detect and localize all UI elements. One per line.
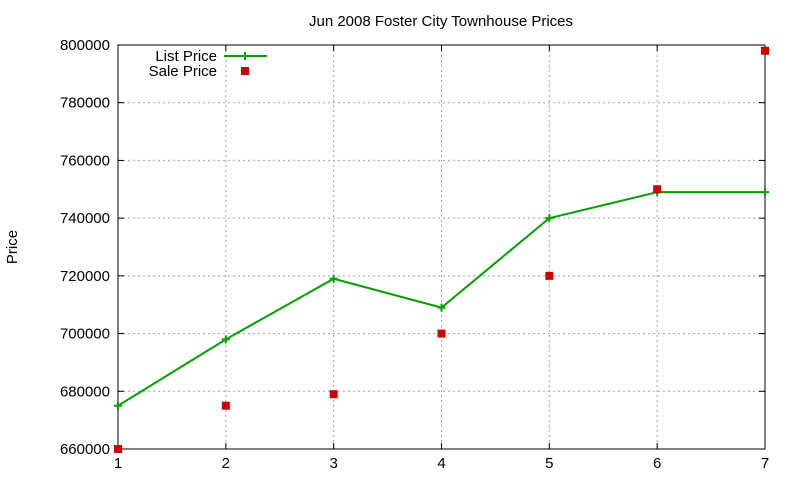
- y-tick-label: 660000: [60, 441, 110, 458]
- legend-marker-sale-price: [241, 67, 249, 75]
- y-tick-label: 720000: [60, 268, 110, 285]
- y-tick-label: 680000: [60, 383, 110, 400]
- legend-label-list-price: List Price: [155, 48, 217, 65]
- series-layer: [114, 46, 769, 453]
- sale-price-point: [329, 390, 338, 399]
- y-tick-label: 780000: [60, 95, 110, 112]
- y-tick-label: 740000: [60, 210, 110, 227]
- sale-price-point: [545, 271, 554, 280]
- plot-frame: [117, 44, 766, 450]
- list-price-point: [221, 335, 230, 344]
- sale-price-point: [114, 445, 122, 453]
- x-tick-label: 5: [545, 455, 553, 472]
- sale-price-point: [653, 185, 662, 194]
- y-axis-label: Price: [4, 230, 21, 264]
- x-tick-label: 4: [437, 455, 445, 472]
- legend-label-sale-price: Sale Price: [149, 63, 217, 80]
- axis-ticks: 6600006800007000007200007400007600007800…: [60, 37, 769, 472]
- sale-price-point: [437, 329, 446, 338]
- x-tick-label: 6: [653, 455, 661, 472]
- x-tick-label: 3: [329, 455, 337, 472]
- y-tick-label: 700000: [60, 326, 110, 343]
- list-price-point: [329, 274, 338, 283]
- series-line-list-price: [117, 191, 765, 407]
- sale-price-point: [221, 401, 230, 410]
- list-price-point: [114, 401, 122, 410]
- y-tick-label: 760000: [60, 152, 110, 169]
- x-tick-label: 7: [761, 455, 769, 472]
- legend: List Price Sale Price: [149, 48, 267, 80]
- y-tick-label: 800000: [60, 37, 110, 54]
- sale-price-point: [761, 46, 769, 55]
- grid: [118, 45, 765, 449]
- list-price-point: [437, 303, 446, 312]
- x-tick-label: 1: [114, 455, 122, 472]
- list-price-point: [761, 188, 769, 197]
- legend-marker-list-price: [241, 52, 249, 60]
- chart-title: Jun 2008 Foster City Townhouse Prices: [309, 13, 573, 30]
- list-price-point: [545, 214, 554, 223]
- x-tick-label: 2: [222, 455, 230, 472]
